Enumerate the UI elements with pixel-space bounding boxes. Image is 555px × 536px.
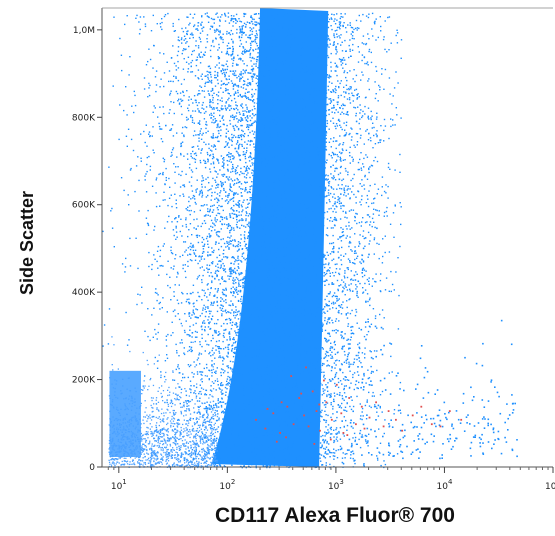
scatter-points-layer bbox=[102, 8, 518, 468]
data-point bbox=[336, 384, 338, 386]
data-point bbox=[279, 432, 281, 434]
data-point bbox=[340, 412, 342, 414]
data-point bbox=[267, 408, 269, 410]
data-point bbox=[431, 423, 433, 425]
data-point bbox=[318, 404, 320, 406]
data-point bbox=[420, 406, 422, 408]
data-point bbox=[305, 367, 307, 369]
data-point bbox=[325, 401, 327, 403]
x-tick-label: 104 bbox=[436, 478, 452, 492]
x-axis-title: CD117 Alexa Fluor® 700 bbox=[215, 504, 455, 527]
data-point bbox=[285, 436, 287, 438]
data-point bbox=[312, 391, 314, 393]
data-point bbox=[290, 375, 292, 377]
data-point bbox=[272, 412, 274, 414]
data-point bbox=[265, 428, 267, 430]
x-tick-label: 105 bbox=[545, 478, 555, 492]
data-point bbox=[255, 419, 257, 421]
data-point bbox=[281, 401, 283, 403]
data-point bbox=[369, 417, 371, 419]
data-point bbox=[395, 419, 397, 421]
data-point bbox=[298, 397, 300, 399]
data-point bbox=[286, 406, 288, 408]
x-tick-label: 103 bbox=[328, 478, 344, 492]
data-point bbox=[293, 423, 295, 425]
y-tick-label: 0 bbox=[89, 463, 95, 473]
data-point bbox=[330, 439, 332, 441]
data-point bbox=[348, 397, 350, 399]
data-point bbox=[346, 434, 348, 436]
data-point bbox=[343, 432, 345, 434]
data-point bbox=[313, 443, 315, 445]
y-tick-label: 200K bbox=[72, 376, 96, 386]
data-point bbox=[300, 393, 302, 395]
y-tick-label: 800K bbox=[72, 113, 96, 123]
data-point bbox=[331, 419, 333, 421]
data-point bbox=[388, 410, 390, 412]
data-point bbox=[375, 401, 377, 403]
data-point bbox=[412, 415, 414, 417]
data-point bbox=[383, 426, 385, 428]
data-point bbox=[355, 423, 357, 425]
data-point bbox=[460, 419, 462, 421]
y-tick-label: 1,0M bbox=[73, 26, 95, 36]
data-point bbox=[401, 430, 403, 432]
data-point bbox=[303, 415, 305, 417]
data-point bbox=[319, 430, 321, 432]
y-tick-label: 600K bbox=[72, 201, 96, 211]
main-population bbox=[102, 8, 402, 468]
data-point bbox=[323, 380, 325, 382]
right-tail-points bbox=[336, 179, 518, 460]
x-tick-label: 102 bbox=[219, 478, 235, 492]
data-point bbox=[316, 410, 318, 412]
data-point bbox=[308, 426, 310, 428]
data-point bbox=[449, 410, 451, 412]
y-axis-title: Side Scatter bbox=[17, 191, 37, 295]
y-tick-label: 400K bbox=[72, 288, 96, 298]
data-point bbox=[440, 426, 442, 428]
x-tick-label: 101 bbox=[111, 478, 127, 492]
data-point bbox=[361, 406, 363, 408]
data-point bbox=[276, 441, 278, 443]
data-point bbox=[364, 428, 366, 430]
